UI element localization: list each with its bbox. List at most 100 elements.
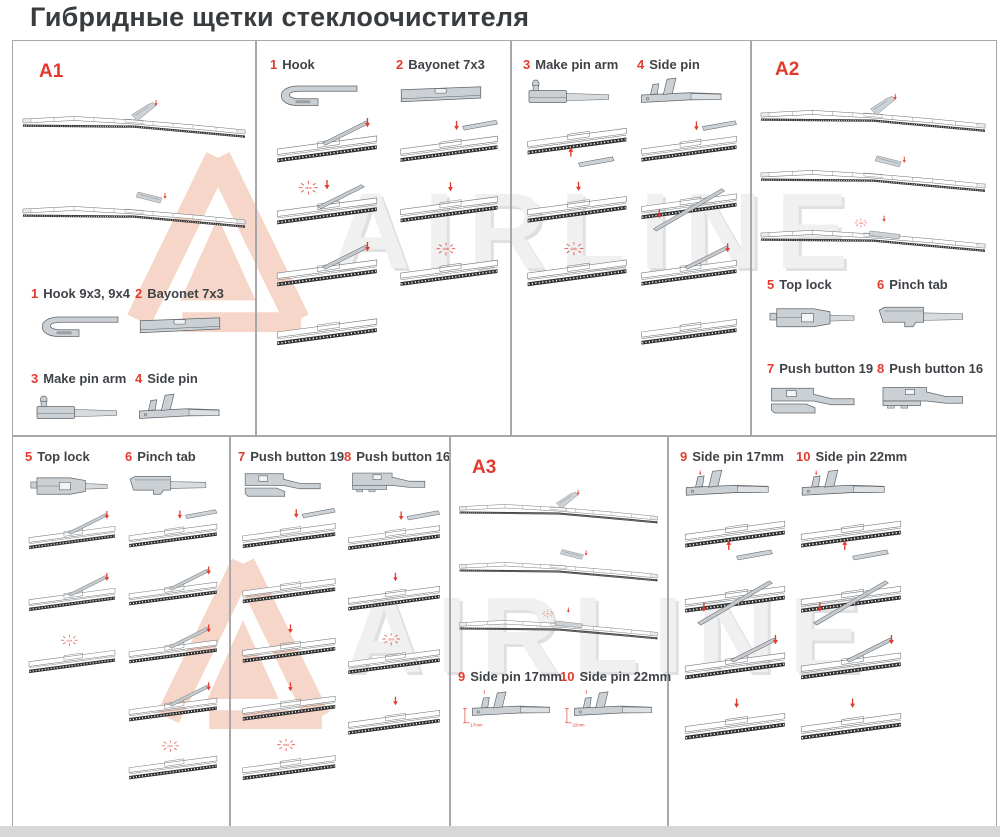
adapter-number: 3 — [31, 371, 39, 386]
installation-step-illustration — [25, 507, 119, 563]
adapter-label: Hook 9x3, 9x4 — [43, 286, 130, 301]
adapter-type-header: 8 Push button 16 — [877, 361, 989, 376]
installation-step-illustration — [125, 507, 221, 559]
adapter-number: 9 — [458, 669, 466, 684]
adapter-type-header: 6 Pinch tab — [125, 449, 221, 464]
installation-step-illustration — [125, 623, 221, 675]
installation-step-illustration — [680, 511, 790, 567]
wiper-blade-illustration — [456, 547, 661, 593]
installation-step-illustration — [637, 180, 741, 236]
installation-step-illustration — [270, 180, 384, 236]
adapter-type-header: 9 Side pin 17mm — [680, 449, 790, 464]
installation-step-illustration — [238, 681, 340, 733]
instruction-column-side-pin-17: 9 Side pin 17mm — [680, 449, 790, 759]
adapter-number: 7 — [767, 361, 775, 376]
adapter-label: Bayonet 7x3 — [408, 57, 485, 72]
pin-arm-adapter-icon — [36, 395, 117, 419]
wiper-blade-illustration — [19, 99, 249, 151]
adapter-cell-side-pin: 4 Side pin — [135, 371, 251, 439]
pinch-tab-adapter-icon — [878, 306, 963, 328]
adapter-type-header: 10 Side pin 22mm — [560, 669, 671, 684]
adapter-label: Pinch tab — [889, 277, 948, 292]
push-button-19-adapter-icon — [244, 473, 321, 497]
adapter-cell-make-pin-arm: 3 Make pin arm — [31, 371, 131, 439]
push-button-16-adapter-icon — [882, 387, 963, 409]
adapter-label: Side pin 22mm — [579, 669, 672, 684]
instruction-column-top-lock: 5 Top lock — [25, 449, 119, 693]
installation-step-illustration — [396, 180, 502, 236]
blade-type-label: A1 — [39, 61, 64, 82]
side-pin-22mm-adapter-icon: 22mm — [565, 690, 652, 727]
side-pin-22mm-adapter-icon — [801, 469, 885, 496]
wiper-blade-illustration — [757, 153, 989, 205]
installation-step-illustration — [796, 573, 906, 629]
panel-a3: A3 9 Side pin 17mm 17mm 10 Side pin 22mm — [449, 436, 671, 827]
adapter-label: Push button 16 — [889, 361, 984, 376]
instruction-column-push-button-19: 7 Push button 19 — [238, 449, 344, 797]
adapter-type-header: 3 Make pin arm — [31, 371, 131, 386]
wiper-blade-illustration — [456, 605, 661, 651]
adapter-type-header: 5 Top lock — [767, 277, 869, 292]
adapter-label: Pinch tab — [137, 449, 196, 464]
push-button-16-adapter-icon — [352, 472, 426, 493]
blade-type-label: A2 — [775, 59, 800, 80]
adapter-number: 1 — [270, 57, 278, 72]
installation-step-illustration — [523, 180, 631, 236]
installation-step-illustration — [680, 635, 790, 691]
adapter-number: 2 — [135, 286, 143, 301]
adapter-label: Hook — [282, 57, 315, 72]
adapter-type-header: 9 Side pin 17mm — [458, 669, 562, 684]
top-lock-adapter-icon — [769, 308, 855, 328]
installation-step-illustration — [270, 242, 384, 298]
adapter-type-header: 4 Side pin — [135, 371, 251, 386]
instruction-column-side-pin-22: 10 Side pin 22mm — [796, 449, 908, 759]
wiper-blade-illustration — [456, 489, 661, 535]
dimension-label: 22mm — [572, 722, 584, 727]
side-pin-adapter-icon — [139, 393, 220, 419]
adapter-type-header: 2 Bayonet 7x3 — [396, 57, 502, 72]
adapter-number: 8 — [877, 361, 885, 376]
adapter-label: Push button 16 — [356, 449, 451, 464]
adapter-label: Top lock — [779, 277, 832, 292]
installation-step-illustration — [344, 631, 444, 687]
installation-step-illustration — [796, 635, 906, 691]
adapter-number: 1 — [31, 286, 39, 301]
panel-side-pin-mm: 9 Side pin 17mm 10 Side pin 22mm — [667, 436, 997, 827]
installation-step-illustration — [238, 507, 340, 559]
adapter-cell-hook: 1 Hook 9x3, 9x4 — [31, 286, 131, 354]
adapter-type-header: 3 Make pin arm — [523, 57, 631, 72]
adapter-cell-pinch-tab: 6 Pinch tab — [877, 277, 989, 345]
instruction-column-pinch-tab: 6 Pinch tab — [125, 449, 221, 797]
installation-step-illustration — [25, 569, 119, 625]
installation-step-illustration — [396, 242, 502, 298]
installation-step-illustration — [238, 623, 340, 675]
hook-adapter-icon — [41, 316, 119, 337]
pin-arm-adapter-icon — [528, 79, 609, 103]
blade-type-label: A3 — [472, 457, 497, 478]
adapter-type-header: 1 Hook — [270, 57, 384, 72]
adapter-type-header: 5 Top lock — [25, 449, 119, 464]
side-pin-17mm-adapter-icon: 17mm — [463, 690, 550, 727]
adapter-label: Side pin 17mm — [470, 669, 562, 684]
instruction-column-side-pin: 4 Side pin — [637, 57, 741, 366]
adapter-cell-side-pin-17: 9 Side pin 17mm 17mm — [458, 669, 562, 738]
adapter-label: Make pin arm — [43, 371, 127, 386]
installation-step-illustration — [680, 573, 790, 629]
installation-step-illustration — [238, 565, 340, 617]
installation-step-illustration — [25, 631, 119, 687]
adapter-label: Push button 19 — [250, 449, 345, 464]
instruction-column-push-button-16: 8 Push button 16 — [344, 449, 450, 755]
installation-step-illustration — [796, 511, 906, 567]
adapter-number: 6 — [877, 277, 885, 292]
adapter-cell-bayonet: 2 Bayonet 7x3 — [135, 286, 251, 354]
panel-a2: A2 5 Top lock 6 Pinch tab 7 Push button 19 … — [750, 40, 997, 436]
installation-step-illustration — [344, 507, 444, 563]
adapter-label: Side pin 22mm — [815, 449, 908, 464]
installation-step-illustration — [523, 118, 631, 174]
adapter-label: Side pin — [649, 57, 700, 72]
panel-make-pin-arm-side-pin: 3 Make pin arm 4 Side pin — [510, 40, 752, 436]
adapter-type-header: 4 Side pin — [637, 57, 741, 72]
panel-hook-bayonet: 1 Hook 2 Bayonet 7x3 — [255, 40, 512, 436]
installation-step-illustration — [637, 242, 741, 298]
